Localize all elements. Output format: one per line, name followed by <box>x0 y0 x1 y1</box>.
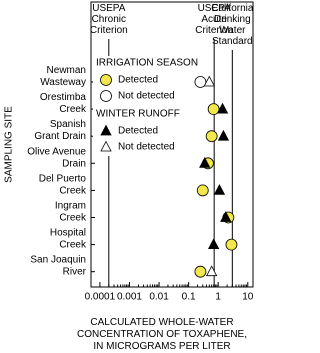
y-tick-label: Del Puerto Creek <box>39 173 87 196</box>
y-tick-label-line: San Joaquin <box>30 254 86 265</box>
data-point <box>217 129 230 141</box>
reference-label-line: California <box>211 3 254 14</box>
y-tick-label-line: Drain <box>62 158 86 169</box>
x-axis-label-line: CALCULATED WHOLE-WATER <box>90 317 233 328</box>
x-axis-label: CALCULATED WHOLE-WATER CONCENTRATION OF T… <box>77 317 247 352</box>
data-point <box>205 130 218 143</box>
legend-label: Detected <box>118 126 158 137</box>
data-point <box>213 184 226 195</box>
legend-label: Not detected <box>118 142 175 153</box>
reference-label-line: USEPA <box>92 3 125 14</box>
data-point <box>216 102 229 114</box>
y-tick-label-line: Del Puerto <box>39 173 87 184</box>
data-point <box>220 211 232 222</box>
x-tick-label: 0.001 <box>117 292 142 303</box>
y-tick-label: Hospital Creek <box>50 227 87 250</box>
y-tick-label-line: Creek <box>59 239 87 250</box>
reference-label-line: Standard <box>212 36 253 47</box>
legend-label: Detected <box>118 75 158 86</box>
y-tick-label-line: Ingram <box>55 200 86 211</box>
reference-label-line: USEPA <box>198 3 231 14</box>
legend-marker <box>100 90 112 102</box>
reference-label: California Drinking Water Standard <box>211 3 254 47</box>
y-tick-label-line: Creek <box>59 104 87 115</box>
data-point <box>203 75 215 87</box>
y-tick-label-line: Hospital <box>50 227 86 238</box>
y-tick-label: Ingram Creek <box>55 200 87 223</box>
y-tick-label: San Joaquin River <box>30 254 86 277</box>
y-tick-label-line: Newman <box>47 65 86 76</box>
reference-label-line: Acute <box>201 14 227 25</box>
reference-label-line: Water <box>219 25 246 36</box>
data-point <box>225 238 238 251</box>
data-point <box>205 265 218 277</box>
legend-title: IRRIGATION SEASON <box>96 58 198 69</box>
legend-marker <box>100 124 112 136</box>
legend-background <box>93 56 203 156</box>
y-tick-label: Orestimba Creek <box>40 92 87 115</box>
legend-marker <box>100 74 112 86</box>
x-axis-label-line: CONCENTRATION OF TOXAPHENE, <box>77 329 247 340</box>
y-axis-label: SAMPLING SITE <box>4 106 15 183</box>
reference-label-line: Criterion <box>195 25 233 36</box>
y-tick-label: Spanish Grant Drain <box>34 119 86 142</box>
y-tick-label: Olive Avenue Drain <box>27 146 86 169</box>
x-tick-label: 1 <box>215 292 221 303</box>
data-point <box>196 184 209 197</box>
reference-label: USEPA Acute Criterion <box>195 3 233 36</box>
y-tick-label-line: Spanish <box>50 119 86 130</box>
y-tick-label-line: Grant Drain <box>34 131 86 142</box>
data-point <box>207 103 220 115</box>
legend-marker <box>100 140 112 152</box>
plot-frame <box>90 1 254 288</box>
x-tick-label: 10 <box>242 292 254 303</box>
legend-label: Not detected <box>118 91 175 102</box>
reference-label-line: Chronic <box>92 14 126 25</box>
data-point <box>207 238 220 249</box>
y-tick-label-line: Creek <box>59 185 87 196</box>
x-tick-label: 0.01 <box>149 292 169 303</box>
y-tick-label-line: Creek <box>59 212 87 223</box>
y-tick-label: Newman Wasteway <box>40 65 86 88</box>
y-tick-label-line: River <box>63 266 87 277</box>
reference-label-line: Drinking <box>214 14 251 25</box>
y-tick-label-line: Olive Avenue <box>27 146 86 157</box>
legend-title: WINTER RUNOFF <box>96 109 180 120</box>
y-tick-label-line: Orestimba <box>40 92 87 103</box>
data-point <box>199 156 211 168</box>
data-point <box>194 265 207 278</box>
data-point <box>194 76 207 88</box>
x-tick-label: 0.1 <box>182 292 196 303</box>
reference-label-line: Criterion <box>90 25 128 36</box>
reference-label: USEPA Chronic Criterion <box>90 3 128 36</box>
x-axis-label-line: IN MICROGRAMS PER LITER <box>93 341 230 352</box>
y-tick-label-line: Wasteway <box>40 77 86 88</box>
x-tick-label: 0.0001 <box>85 292 116 303</box>
